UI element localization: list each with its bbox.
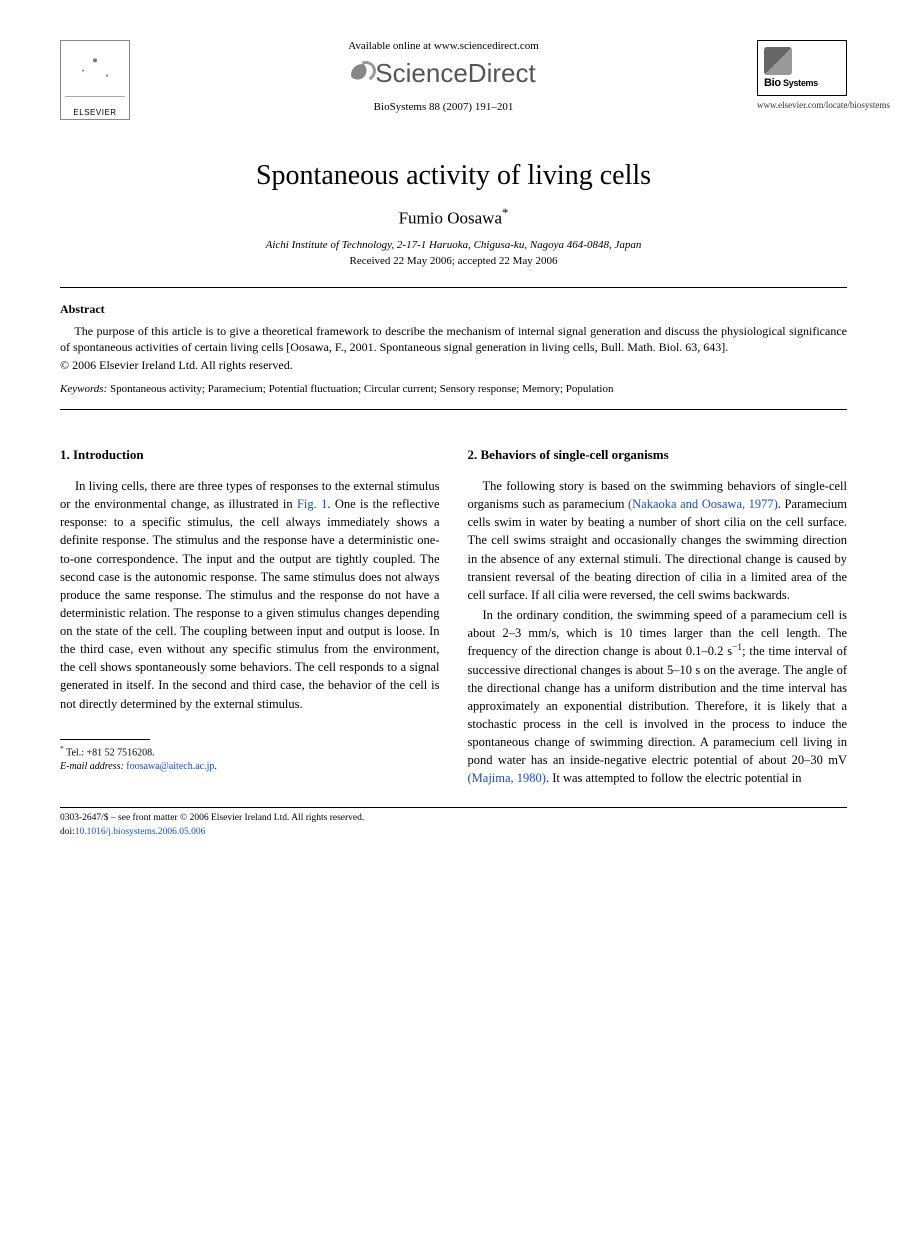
keywords-line: Keywords: Spontaneous activity; Parameci…	[60, 383, 847, 395]
keywords-label: Keywords:	[60, 383, 107, 395]
front-matter-line: 0303-2647/$ – see front matter © 2006 El…	[60, 812, 847, 825]
abstract-heading: Abstract	[60, 302, 847, 317]
section-2-para-2: In the ordinary condition, the swimming …	[468, 606, 848, 787]
available-online-text: Available online at www.sciencedirect.co…	[150, 40, 737, 52]
author-name: Fumio Oosawa*	[60, 206, 847, 229]
ref-majima-1980-link[interactable]: (Majima, 1980)	[468, 771, 546, 785]
biosystems-icon	[764, 47, 792, 75]
left-column: 1. Introduction In living cells, there a…	[60, 446, 440, 789]
right-column: 2. Behaviors of single-cell organisms Th…	[468, 446, 848, 789]
tel-value: +81 52 7516208.	[86, 747, 154, 758]
sciencedirect-swoosh-icon	[351, 64, 373, 86]
elsevier-logo: ELSEVIER	[60, 40, 130, 120]
section-1-heading: 1. Introduction	[60, 446, 440, 465]
affiliation: Aichi Institute of Technology, 2-17-1 Ha…	[60, 239, 847, 251]
ref-nakaoka-1977-link[interactable]: (Nakaoka and Oosawa, 1977)	[628, 497, 778, 511]
elsevier-tree-icon	[65, 45, 125, 97]
biosystems-logo: Bio Systems	[757, 40, 847, 96]
rule-below-abstract	[60, 409, 847, 410]
abstract-body: The purpose of this article is to give a…	[60, 323, 847, 357]
elsevier-label: ELSEVIER	[61, 108, 129, 117]
doi-label: doi:	[60, 827, 75, 837]
header-row: ELSEVIER Available online at www.science…	[60, 40, 847, 120]
email-link[interactable]: foosawa@aitech.ac.jp	[126, 761, 214, 772]
title-block: Spontaneous activity of living cells Fum…	[60, 160, 847, 267]
footnote-rule	[60, 739, 150, 740]
keywords-list: Spontaneous activity; Paramecium; Potent…	[110, 383, 613, 395]
journal-box: Bio Systems www.elsevier.com/locate/bios…	[757, 40, 847, 110]
center-header: Available online at www.sciencedirect.co…	[130, 40, 757, 113]
doi-link[interactable]: 10.1016/j.biosystems.2006.05.006	[75, 827, 206, 837]
author-affil-mark: *	[502, 206, 508, 220]
sciencedirect-brand-text: ScienceDirect	[375, 58, 535, 88]
email-label: E-mail address:	[60, 761, 124, 772]
tel-label: Tel.:	[66, 747, 84, 758]
exponent-minus-1: −1	[732, 643, 742, 653]
body-columns: 1. Introduction In living cells, there a…	[60, 446, 847, 789]
footnote-mark: *	[60, 744, 64, 753]
abstract-section: Abstract The purpose of this article is …	[60, 302, 847, 396]
section-1-para-1: In living cells, there are three types o…	[60, 477, 440, 713]
fig-1-link[interactable]: Fig. 1	[297, 497, 327, 511]
article-title: Spontaneous activity of living cells	[60, 160, 847, 192]
corresponding-author-footnote: * Tel.: +81 52 7516208. E-mail address: …	[60, 744, 440, 774]
biosystems-logo-text: Bio Systems	[764, 77, 840, 89]
section-2-heading: 2. Behaviors of single-cell organisms	[468, 446, 848, 465]
journal-url: www.elsevier.com/locate/biosystems	[757, 100, 847, 110]
article-dates: Received 22 May 2006; accepted 22 May 20…	[60, 255, 847, 267]
abstract-copyright: © 2006 Elsevier Ireland Ltd. All rights …	[60, 358, 847, 373]
footer-rule	[60, 807, 847, 808]
rule-above-abstract	[60, 287, 847, 288]
section-2-para-1: The following story is based on the swim…	[468, 477, 848, 604]
citation-line: BioSystems 88 (2007) 191–201	[150, 101, 737, 113]
sciencedirect-logo: ScienceDirect	[150, 58, 737, 89]
page-footer: 0303-2647/$ – see front matter © 2006 El…	[60, 812, 847, 839]
